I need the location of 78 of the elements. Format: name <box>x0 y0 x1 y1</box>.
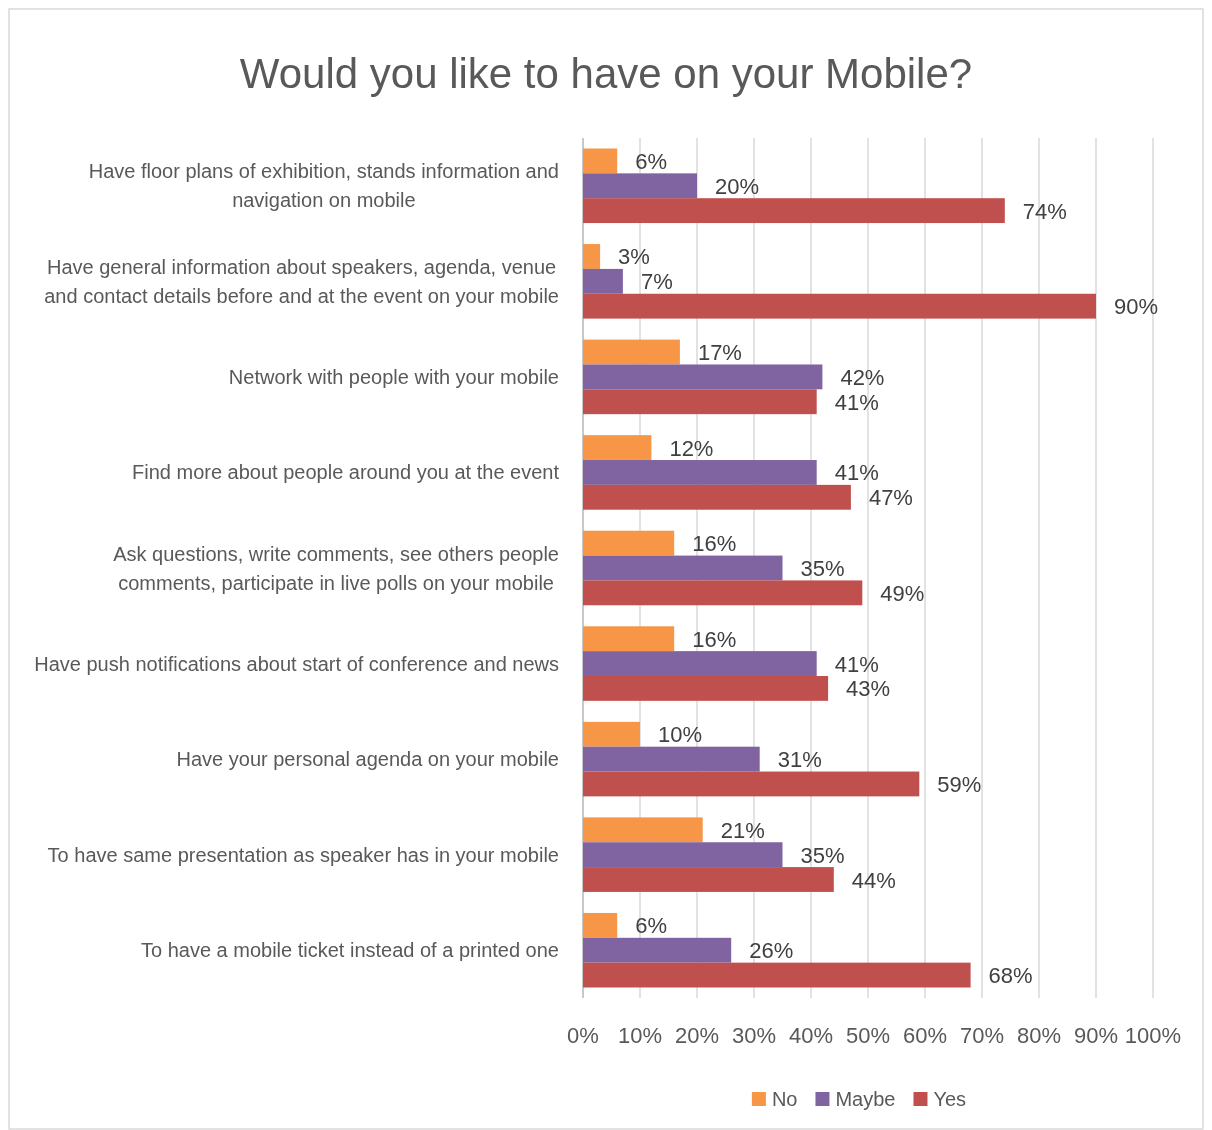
data-label: 90% <box>1114 294 1159 320</box>
data-label: 74% <box>1022 198 1067 224</box>
y-tick-label: Have general information about speakers, agenda, venue and contact details before and at the event on your mobile <box>44 255 560 307</box>
x-tick-label: 50% <box>845 1023 891 1048</box>
y-tick-label: Find more about people around you at the event <box>132 461 560 484</box>
data-label: 3% <box>618 244 650 270</box>
data-label: 59% <box>937 771 982 797</box>
data-label: 42% <box>840 364 885 390</box>
x-tick-label: 10% <box>617 1023 663 1048</box>
bar <box>583 626 675 652</box>
x-tick-label: 60% <box>902 1023 948 1048</box>
y-tick-label: Network with people with your mobile <box>228 365 559 388</box>
x-tick-label: 70% <box>959 1023 1005 1048</box>
bar <box>583 912 618 938</box>
bar <box>583 389 817 415</box>
data-label: 10% <box>658 722 703 748</box>
x-tick-label: 40% <box>788 1023 834 1048</box>
bar <box>583 580 863 606</box>
data-label: 12% <box>669 435 714 461</box>
bar <box>583 530 675 556</box>
data-label: 16% <box>692 626 737 652</box>
y-tick-label: To have same presentation as speaker has in your mobile <box>47 843 559 866</box>
bar <box>583 148 618 174</box>
x-tick-label: 20% <box>674 1023 720 1048</box>
bar <box>583 339 680 365</box>
bar <box>583 817 703 843</box>
y-tick-label: To have a mobile ticket instead of a printed one <box>140 939 559 962</box>
data-label: 47% <box>868 485 913 511</box>
data-label: 20% <box>715 173 760 199</box>
data-label: 16% <box>692 531 737 557</box>
data-label: 43% <box>846 676 891 702</box>
bar <box>583 460 817 485</box>
legend-label: Maybe <box>835 1088 896 1110</box>
bar <box>583 771 920 797</box>
bar <box>583 173 697 199</box>
legend-label: Yes <box>933 1088 967 1110</box>
data-label: 6% <box>635 913 667 939</box>
y-tick-label: Have your personal agenda on your mobile <box>176 748 559 771</box>
y-tick-label: Have push notifications about start of conference and news <box>34 652 559 675</box>
data-label: 35% <box>800 556 845 581</box>
bar <box>583 746 760 772</box>
bar <box>583 198 1005 224</box>
bar <box>583 962 971 988</box>
legend-label: No <box>771 1088 798 1110</box>
x-tick-label: 100% <box>1124 1023 1182 1048</box>
data-label: 41% <box>834 460 879 486</box>
bar <box>583 293 1096 319</box>
data-label: 41% <box>834 389 879 415</box>
x-tick-label: 80% <box>1016 1023 1062 1048</box>
data-label: 6% <box>635 148 667 174</box>
chart-title: Would you like to have on your Mobile? <box>239 50 973 97</box>
x-tick-label: 90% <box>1073 1023 1119 1048</box>
bar <box>583 555 783 581</box>
bar <box>583 651 817 676</box>
data-label: 35% <box>800 842 845 868</box>
bar <box>583 435 652 461</box>
data-label: 44% <box>851 867 896 893</box>
bar <box>583 484 851 510</box>
bar <box>583 842 783 868</box>
bar <box>583 364 823 390</box>
bar <box>583 675 829 701</box>
data-label: 26% <box>749 938 794 964</box>
bar <box>583 867 834 892</box>
y-tick-label: Have floor plans of exhibition, stands information and navigation on mobile <box>88 160 559 212</box>
bar <box>583 244 601 269</box>
data-label: 41% <box>834 651 879 677</box>
x-tick-label: 0% <box>567 1023 599 1048</box>
bar <box>583 721 640 747</box>
data-label: 49% <box>880 580 925 606</box>
data-label: 31% <box>777 747 822 773</box>
data-label: 68% <box>988 963 1033 989</box>
data-label: 21% <box>720 817 765 843</box>
x-tick-label: 30% <box>731 1023 777 1048</box>
bar <box>583 268 623 294</box>
data-label: 7% <box>640 269 673 295</box>
y-tick-label: Ask questions, write comments, see others people comments, participate in live polls on your mobile <box>113 542 559 594</box>
data-label: 17% <box>697 340 742 366</box>
bar <box>583 937 732 963</box>
